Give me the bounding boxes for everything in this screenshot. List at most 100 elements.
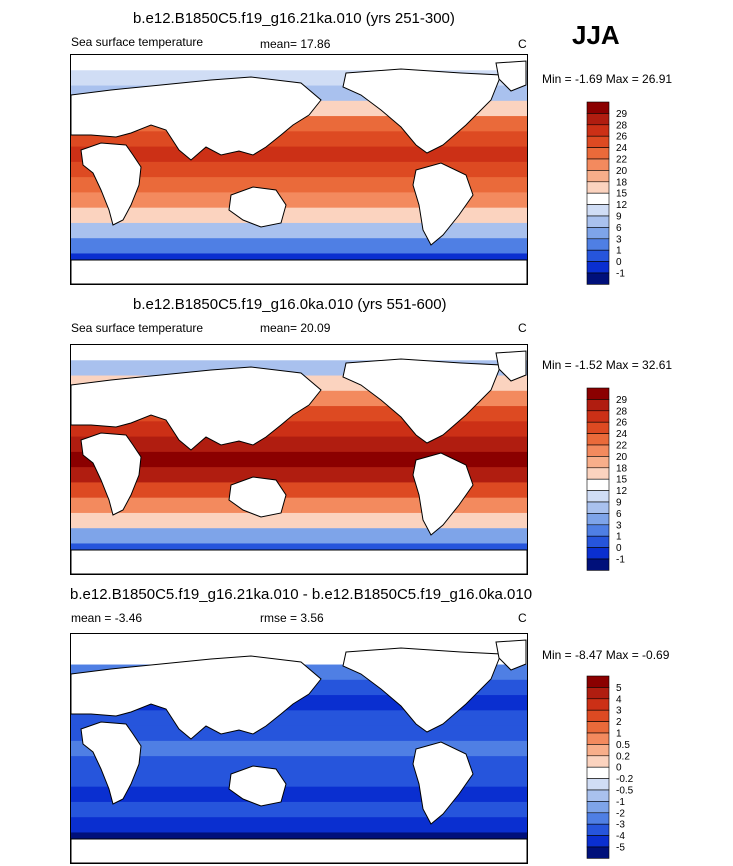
field-band: [71, 771, 527, 788]
colorbar-label: 22: [616, 441, 628, 452]
colorbar-box: [586, 101, 610, 114]
colorbar-label: 9: [616, 212, 622, 223]
colorbar-box: [586, 547, 610, 560]
colorbar-box: [586, 261, 610, 274]
colorbar-label: 6: [616, 509, 622, 520]
land-outline: [342, 647, 502, 733]
field-band: [71, 451, 527, 468]
land-outline: [228, 476, 287, 518]
colorbar-box: [586, 801, 610, 814]
field-band: [71, 467, 527, 483]
panel-1-minmax: Min = -1.69 Max = 26.91: [542, 72, 673, 86]
panel-2-title: b.e12.B1850C5.f19_g16.0ka.010 (yrs 551-6…: [133, 296, 447, 313]
panel-3-map-svg: [71, 634, 527, 863]
coastlines: [71, 350, 527, 574]
colorbar-label: 6: [616, 223, 622, 234]
field-band: [71, 634, 527, 650]
field-band: [71, 238, 527, 254]
colorbar-label: -1: [616, 797, 625, 808]
field-band: [71, 222, 527, 239]
colorbar-label: 3: [616, 520, 622, 531]
panel-2-minmax: Min = -1.52 Max = 32.61: [542, 358, 673, 372]
field-band: [71, 482, 527, 499]
land-outline: [71, 655, 322, 740]
land-outline: [71, 259, 527, 284]
colorbar-box: [586, 766, 610, 779]
colorbar-box: [586, 147, 610, 160]
panel-1-map: [70, 54, 528, 285]
field-band: [71, 421, 527, 438]
colorbar-label: 3: [616, 234, 622, 245]
colorbar-box: [586, 709, 610, 722]
field-band: [71, 55, 527, 71]
colorbar-box: [586, 249, 610, 262]
panel-3-title: b.e12.B1850C5.f19_g16.21ka.010 - b.e12.B…: [70, 586, 533, 603]
colorbar-label: -0.2: [616, 774, 634, 785]
panel-2-map-svg: [71, 345, 527, 574]
panel-1-title: b.e12.B1850C5.f19_g16.21ka.010 (yrs 251-…: [133, 10, 455, 27]
coastlines: [71, 60, 527, 284]
land-outline: [71, 76, 322, 161]
colorbar-label: 0.5: [616, 740, 630, 751]
colorbar-label: -4: [616, 831, 625, 842]
colorbar-label: 2: [616, 717, 622, 728]
colorbar-box: [586, 456, 610, 469]
land-outline: [71, 366, 322, 451]
colorbar-label: -3: [616, 820, 625, 831]
colorbar-label: 29: [616, 109, 628, 120]
colorbar-label: -2: [616, 808, 625, 819]
colorbar-label: 20: [616, 166, 628, 177]
colorbar-box: [586, 835, 610, 848]
colorbar-label: 9: [616, 498, 622, 509]
colorbar-box: [586, 421, 610, 434]
colorbar-label: 4: [616, 694, 622, 705]
land-outline: [412, 741, 474, 825]
field-band: [71, 528, 527, 544]
panel-1-variable: Sea surface temperature: [71, 35, 204, 49]
field-band: [71, 192, 527, 209]
colorbar-box: [586, 846, 610, 859]
colorbar-label: 24: [616, 143, 628, 154]
colorbar-box: [586, 687, 610, 700]
colorbar-box: [586, 272, 610, 285]
field-band: [71, 756, 527, 772]
colorbar-label: 20: [616, 452, 628, 463]
colorbar-label: 1: [616, 729, 622, 740]
panel-1-map-svg: [71, 55, 527, 284]
colorbar-box: [586, 135, 610, 148]
land-outline: [412, 162, 474, 246]
land-outline: [80, 721, 142, 805]
panel-2-variable: Sea surface temperature: [71, 321, 204, 335]
field-band: [71, 512, 527, 529]
field-band: [71, 497, 527, 514]
colorbar-label: 12: [616, 200, 628, 211]
panel-1-colorbar: 29 28 26 24 22 20 18 15 12 9 6 3 1 0 -1: [586, 101, 647, 286]
colorbar-box: [586, 490, 610, 503]
colorbar-label: -5: [616, 843, 625, 854]
colorbar-label: 26: [616, 418, 628, 429]
colorbar-box: [586, 732, 610, 745]
colorbar-box: [586, 513, 610, 526]
colorbar-label: 29: [616, 395, 628, 406]
colorbar-box: [586, 535, 610, 548]
colorbar-label: 0.2: [616, 751, 630, 762]
colorbar-label: 0: [616, 543, 622, 554]
colorbar-box: [586, 433, 610, 446]
land-outline: [80, 142, 142, 226]
colorbar-label: 24: [616, 429, 628, 440]
colorbar-label: 12: [616, 486, 628, 497]
colorbar-box: [586, 698, 610, 711]
field-band: [71, 161, 527, 178]
colorbar-label: 1: [616, 246, 622, 257]
colorbar-box: [586, 823, 610, 836]
colorbar-label: 5: [616, 683, 622, 694]
season-label: JJA: [572, 20, 620, 50]
colorbar-label: 26: [616, 132, 628, 143]
colorbar-box: [586, 558, 610, 571]
panel-3-map: [70, 633, 528, 864]
colorbar-label: 0: [616, 257, 622, 268]
colorbar-label: 0: [616, 763, 622, 774]
colorbar-label: -1: [616, 269, 625, 280]
